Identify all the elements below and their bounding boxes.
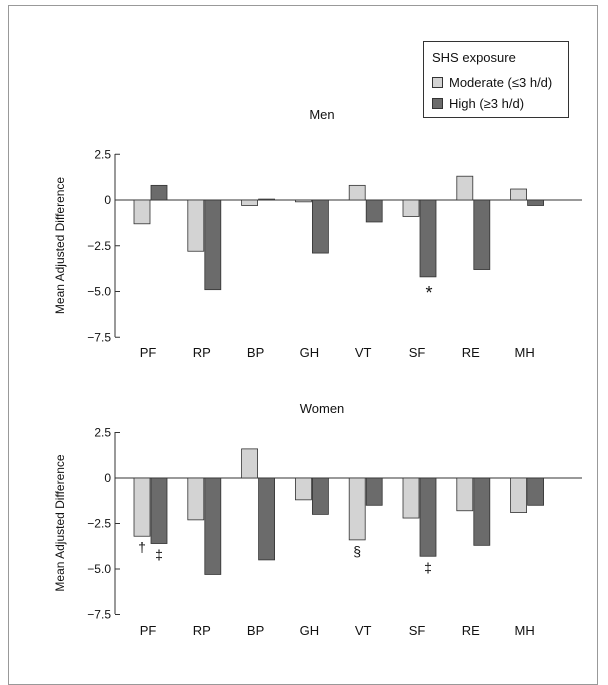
men-x-tick-label: PF [140,345,157,360]
women-x-tick-label: GH [300,623,320,638]
men-y-tick-label: 2.5 [94,147,111,161]
men-bar-high-bp [258,198,276,201]
men-bar-high-mh [527,199,544,206]
women-significance-marker: ‡ [155,547,163,563]
men-bar-high-re [473,199,491,270]
women-x-tick-label: RE [462,623,480,638]
women-y-axis-label: Mean Adjusted Difference [53,454,67,592]
women-significance-marker: † [138,539,146,555]
legend-item-high: High (≥3 h/d) [432,96,524,111]
women-bar-high-rp [204,477,222,575]
men-bar-high-sf [419,199,437,278]
women-bar-high-vt [365,477,383,506]
women-bar-moderate-bp [241,448,259,479]
women-bar-moderate-vt [348,477,366,541]
men-significance-marker: * [425,283,432,303]
men-y-tick-label: −2.5 [87,239,111,253]
men-bar-moderate-vt [348,184,366,201]
men-x-tick-label: RP [193,345,211,360]
men-chart-title: Men [309,107,334,122]
women-x-tick-label: BP [247,623,264,638]
women-x-tick-label: VT [355,623,372,638]
men-x-tick-label: BP [247,345,264,360]
women-bar-high-mh [527,477,544,506]
women-y-tick-label: 2.5 [94,426,111,440]
women-x-tick-label: MH [514,623,534,638]
men-bar-high-rp [204,199,222,291]
women-y-tick-label: −2.5 [87,517,111,531]
women-bar-moderate-sf [402,477,420,519]
women-x-tick-label: SF [409,623,426,638]
women-bar-moderate-rp [187,477,205,521]
men-bar-high-vt [365,199,383,223]
men-y-tick-label: 0 [104,193,111,207]
men-bar-moderate-gh [294,199,312,203]
women-bar-high-bp [258,477,276,561]
women-bar-moderate-gh [294,477,312,501]
men-bar-moderate-sf [402,199,420,217]
women-bar-high-pf [150,477,168,544]
legend-swatch-high [432,98,443,109]
legend-label-moderate: Moderate (≤3 h/d) [449,75,553,90]
legend-swatch-moderate [432,77,443,88]
women-bar-high-gh [311,477,329,515]
women-bar-moderate-mh [510,477,528,513]
women-chart-title: Women [300,401,345,416]
men-x-tick-label: SF [409,345,426,360]
men-x-tick-label: GH [300,345,320,360]
men-bar-high-gh [311,199,329,254]
men-x-tick-label: RE [462,345,480,360]
women-bar-high-re [473,477,491,546]
men-bar-moderate-bp [241,199,259,206]
legend-title: SHS exposure [432,50,516,65]
women-significance-marker: § [353,543,361,559]
men-y-axis-label: Mean Adjusted Difference [53,177,67,315]
men-bar-moderate-rp [187,199,205,252]
men-bar-moderate-re [456,175,474,201]
women-bar-moderate-pf [133,477,151,537]
women-bar-high-sf [419,477,437,557]
women-x-tick-label: RP [193,623,211,638]
men-x-tick-label: VT [355,345,372,360]
men-y-tick-label: −5.0 [87,285,111,299]
men-y-tick-label: −7.5 [87,330,111,344]
women-y-tick-label: 0 [104,471,111,485]
men-bar-high-pf [150,184,168,201]
women-x-tick-label: PF [140,623,157,638]
men-x-tick-label: MH [514,345,534,360]
men-bar-moderate-pf [133,199,151,225]
women-y-tick-label: −5.0 [87,562,111,576]
women-y-tick-label: −7.5 [87,608,111,622]
women-bar-moderate-re [456,477,474,512]
women-significance-marker: ‡ [424,559,432,575]
men-bar-moderate-mh [510,188,528,201]
legend-item-moderate: Moderate (≤3 h/d) [432,75,552,90]
legend-label-high: High (≥3 h/d) [449,96,525,111]
legend: SHS exposure Moderate (≤3 h/d) High (≥3 … [423,41,569,118]
